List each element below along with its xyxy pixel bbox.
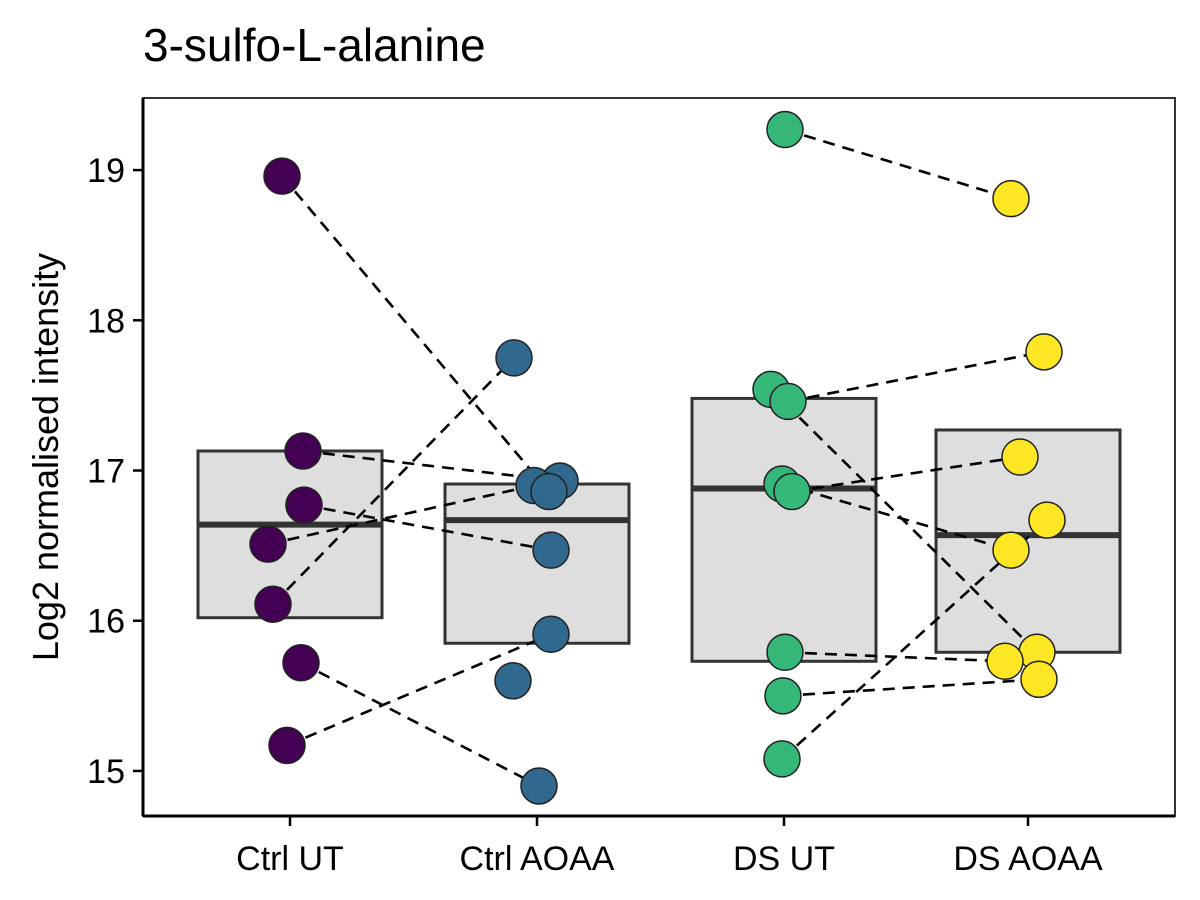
box-3 [690,396,878,663]
data-point [532,615,570,653]
y-tick-label: 19 [87,152,125,190]
data-point [284,432,322,470]
data-point [285,486,323,524]
pair-line [782,678,1040,698]
pair-line [302,449,561,483]
data-point [263,157,301,195]
x-tick-label: DS AOAA [953,840,1103,878]
data-point [530,472,568,511]
box-1 [196,449,384,620]
data-point [1020,660,1058,699]
data-point [764,677,802,715]
y-tick-label: 16 [87,603,125,641]
data-point [766,110,804,149]
data-point [249,525,287,563]
y-tick-label: 17 [87,453,125,491]
data-point [766,633,804,672]
x-tick-label: DS UT [733,840,835,878]
chart-title: 3-sulfo-L-alanine [143,19,486,71]
data-point [1028,501,1066,539]
data-point [992,531,1030,569]
data-point [769,382,807,421]
data-point [763,740,801,778]
axes-layer: 15 16 17 18 19 Ctrl UT Ctrl AOAA DS UT DS AOAA [87,152,1103,878]
data-point [532,531,570,569]
pair-line [272,356,515,606]
y-tick-label: 18 [87,302,125,340]
pair-line [784,128,1012,200]
data-point [282,644,320,682]
pair-line [286,633,552,747]
y-tick-label: 15 [87,753,125,791]
data-point [773,472,811,511]
pair-lines-layer [267,128,1048,788]
data-point [494,662,532,700]
pair-line [300,661,540,788]
data-point [254,585,292,623]
pair-line [787,350,1045,403]
x-tick-label: Ctrl AOAA [460,840,615,878]
data-point [268,726,306,765]
pair-line [303,503,552,552]
data-point [1025,333,1063,371]
pair-line [281,175,550,493]
data-point [495,339,533,377]
data-point [986,642,1024,681]
data-point [520,767,558,805]
x-tick-label: Ctrl UT [236,840,344,878]
data-point [1001,438,1039,476]
data-point [992,179,1030,218]
box-2 [443,482,631,645]
points-layer [249,110,1066,805]
pair-line [267,484,535,546]
pair-line [784,650,1006,663]
y-axis-title: Log2 normalised intensity [25,253,66,661]
pair-line [770,388,1038,654]
plot-frame-layer [141,97,1176,818]
